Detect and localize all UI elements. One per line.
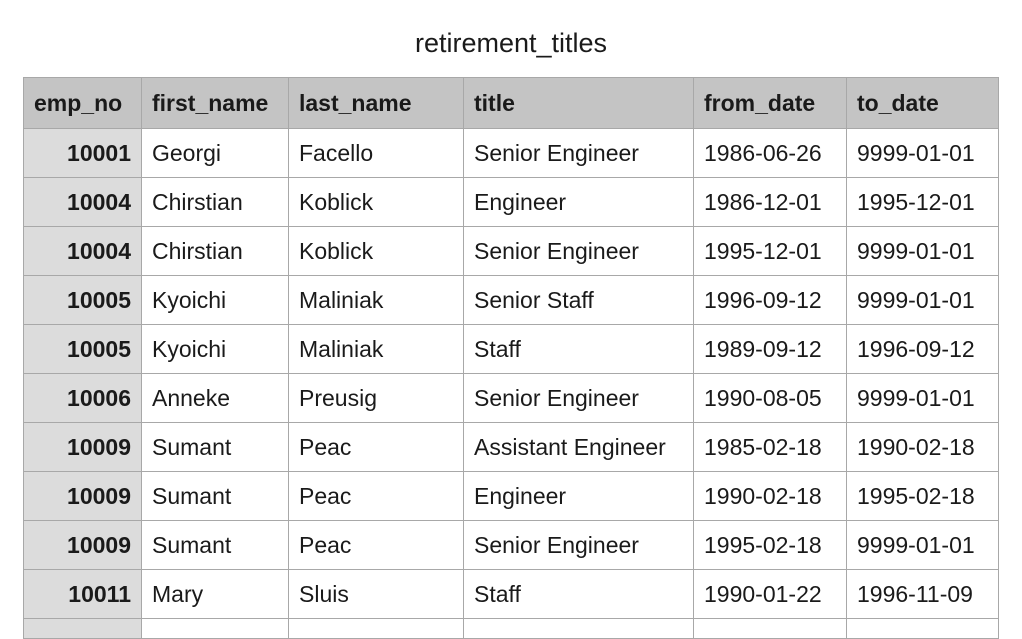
cell-from-date[interactable]: 1995-02-18 xyxy=(693,520,847,570)
cell-last-name[interactable]: Maliniak xyxy=(288,275,464,325)
cell-from-date[interactable]: 1986-12-01 xyxy=(693,177,847,227)
cell-from-date[interactable]: 1995-12-01 xyxy=(693,226,847,276)
cell-first-name[interactable]: Georgi xyxy=(141,128,289,178)
cell-last-name[interactable]: Koblick xyxy=(288,226,464,276)
cell-first-name[interactable]: Kyoichi xyxy=(141,275,289,325)
cell-empty[interactable] xyxy=(463,618,694,639)
cell-title[interactable]: Senior Engineer xyxy=(463,226,694,276)
table-row: 10004 Chirstian Koblick Senior Engineer … xyxy=(23,226,999,276)
cell-last-name[interactable]: Preusig xyxy=(288,373,464,423)
cell-empty[interactable] xyxy=(141,618,289,639)
column-header-from-date[interactable]: from_date xyxy=(693,77,847,129)
cell-from-date[interactable]: 1996-09-12 xyxy=(693,275,847,325)
column-header-first-name[interactable]: first_name xyxy=(141,77,289,129)
cell-title[interactable]: Staff xyxy=(463,324,694,374)
cell-last-name[interactable]: Peac xyxy=(288,471,464,521)
cell-to-date[interactable]: 9999-01-01 xyxy=(846,226,999,276)
cell-title[interactable]: Senior Engineer xyxy=(463,520,694,570)
column-header-to-date[interactable]: to_date xyxy=(846,77,999,129)
cell-emp-no[interactable]: 10004 xyxy=(23,177,142,227)
column-header-title[interactable]: title xyxy=(463,77,694,129)
table-row-partial xyxy=(23,618,999,639)
cell-title[interactable]: Staff xyxy=(463,569,694,619)
table-row: 10005 Kyoichi Maliniak Staff 1989-09-12 … xyxy=(23,324,999,374)
table-row: 10009 Sumant Peac Senior Engineer 1995-0… xyxy=(23,520,999,570)
cell-emp-no[interactable]: 10011 xyxy=(23,569,142,619)
table-row: 10011 Mary Sluis Staff 1990-01-22 1996-1… xyxy=(23,569,999,619)
cell-from-date[interactable]: 1986-06-26 xyxy=(693,128,847,178)
cell-title[interactable]: Senior Engineer xyxy=(463,373,694,423)
cell-last-name[interactable]: Peac xyxy=(288,422,464,472)
table-container: emp_no first_name last_name title from_d… xyxy=(23,77,999,639)
cell-first-name[interactable]: Sumant xyxy=(141,520,289,570)
cell-to-date[interactable]: 9999-01-01 xyxy=(846,275,999,325)
cell-title[interactable]: Senior Engineer xyxy=(463,128,694,178)
cell-to-date[interactable]: 1990-02-18 xyxy=(846,422,999,472)
sheet-title: retirement_titles xyxy=(414,28,608,58)
cell-from-date[interactable]: 1990-02-18 xyxy=(693,471,847,521)
cell-to-date[interactable]: 1996-09-12 xyxy=(846,324,999,374)
cell-from-date[interactable]: 1990-08-05 xyxy=(693,373,847,423)
cell-empty[interactable] xyxy=(693,618,847,639)
cell-last-name[interactable]: Koblick xyxy=(288,177,464,227)
table-row: 10004 Chirstian Koblick Engineer 1986-12… xyxy=(23,177,999,227)
cell-first-name[interactable]: Mary xyxy=(141,569,289,619)
cell-emp-no[interactable]: 10004 xyxy=(23,226,142,276)
cell-from-date[interactable]: 1990-01-22 xyxy=(693,569,847,619)
cell-title[interactable]: Senior Staff xyxy=(463,275,694,325)
cell-last-name[interactable]: Facello xyxy=(288,128,464,178)
cell-to-date[interactable]: 9999-01-01 xyxy=(846,128,999,178)
cell-empty[interactable] xyxy=(846,618,999,639)
cell-empty[interactable] xyxy=(288,618,464,639)
cell-last-name[interactable]: Sluis xyxy=(288,569,464,619)
cell-first-name[interactable]: Sumant xyxy=(141,471,289,521)
cell-to-date[interactable]: 9999-01-01 xyxy=(846,373,999,423)
column-header-last-name[interactable]: last_name xyxy=(288,77,464,129)
table-row: 10009 Sumant Peac Engineer 1990-02-18 19… xyxy=(23,471,999,521)
cell-emp-no[interactable]: 10009 xyxy=(23,422,142,472)
cell-from-date[interactable]: 1985-02-18 xyxy=(693,422,847,472)
cell-first-name[interactable]: Sumant xyxy=(141,422,289,472)
cell-emp-no[interactable]: 10006 xyxy=(23,373,142,423)
cell-empty[interactable] xyxy=(23,618,142,639)
cell-emp-no[interactable]: 10009 xyxy=(23,520,142,570)
table-row: 10001 Georgi Facello Senior Engineer 198… xyxy=(23,128,999,178)
cell-first-name[interactable]: Chirstian xyxy=(141,177,289,227)
cell-last-name[interactable]: Peac xyxy=(288,520,464,570)
cell-to-date[interactable]: 1995-02-18 xyxy=(846,471,999,521)
table-row: 10005 Kyoichi Maliniak Senior Staff 1996… xyxy=(23,275,999,325)
table-body: 10001 Georgi Facello Senior Engineer 198… xyxy=(23,128,999,639)
cell-emp-no[interactable]: 10005 xyxy=(23,275,142,325)
table-row: 10009 Sumant Peac Assistant Engineer 198… xyxy=(23,422,999,472)
cell-from-date[interactable]: 1989-09-12 xyxy=(693,324,847,374)
cell-emp-no[interactable]: 10009 xyxy=(23,471,142,521)
cell-last-name[interactable]: Maliniak xyxy=(288,324,464,374)
cell-to-date[interactable]: 9999-01-01 xyxy=(846,520,999,570)
cell-title[interactable]: Assistant Engineer xyxy=(463,422,694,472)
cell-first-name[interactable]: Chirstian xyxy=(141,226,289,276)
cell-first-name[interactable]: Anneke xyxy=(141,373,289,423)
cell-title[interactable]: Engineer xyxy=(463,471,694,521)
data-table: emp_no first_name last_name title from_d… xyxy=(23,77,999,639)
cell-first-name[interactable]: Kyoichi xyxy=(141,324,289,374)
header-row: emp_no first_name last_name title from_d… xyxy=(23,77,999,129)
column-header-emp-no[interactable]: emp_no xyxy=(23,77,142,129)
cell-emp-no[interactable]: 10005 xyxy=(23,324,142,374)
table-row: 10006 Anneke Preusig Senior Engineer 199… xyxy=(23,373,999,423)
cell-to-date[interactable]: 1996-11-09 xyxy=(846,569,999,619)
cell-emp-no[interactable]: 10001 xyxy=(23,128,142,178)
cell-to-date[interactable]: 1995-12-01 xyxy=(846,177,999,227)
cell-title[interactable]: Engineer xyxy=(463,177,694,227)
